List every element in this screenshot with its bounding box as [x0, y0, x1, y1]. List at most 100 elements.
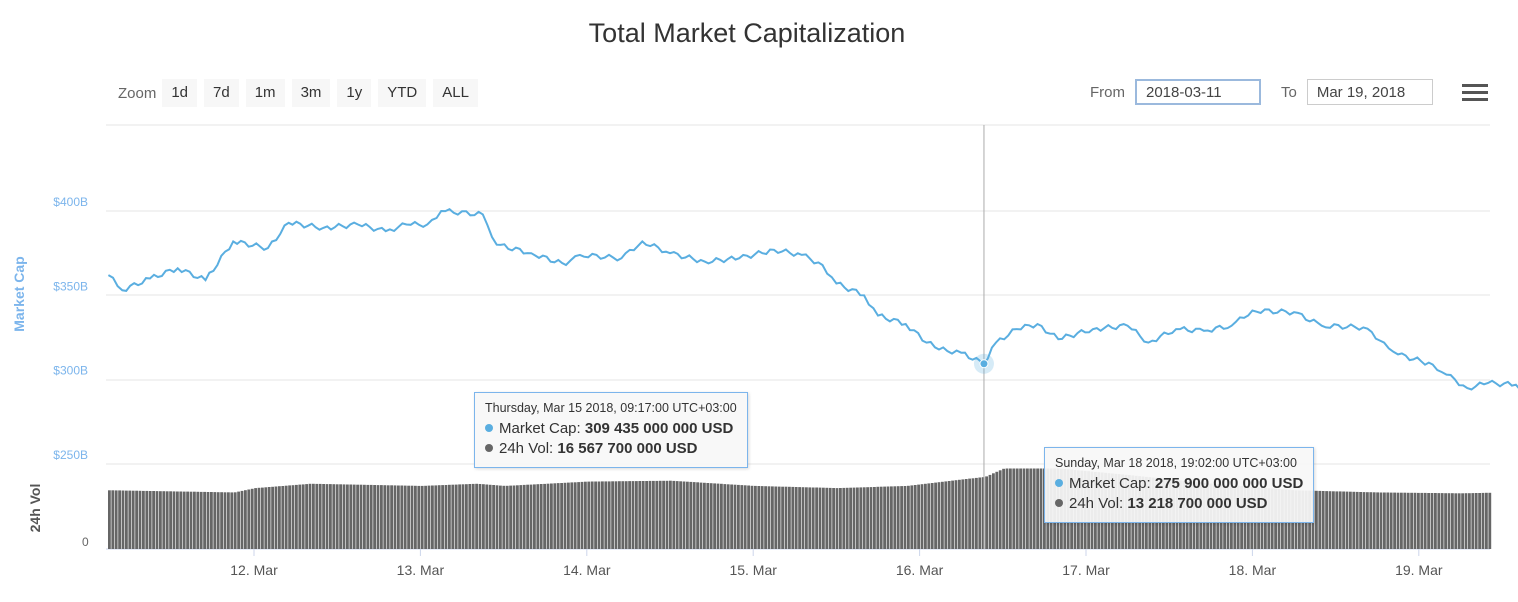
volume-bar — [1434, 493, 1437, 549]
volume-bar — [369, 484, 373, 549]
volume-bar — [604, 481, 608, 549]
volume-bar — [1454, 493, 1458, 549]
volume-bar — [193, 491, 196, 549]
volume-bar — [798, 487, 801, 549]
volume-bar — [165, 491, 169, 549]
volume-bar — [284, 485, 288, 549]
volume-bar — [1026, 468, 1029, 549]
hamburger-menu-icon[interactable] — [1462, 84, 1488, 104]
zoom-all-button[interactable]: ALL — [433, 79, 478, 107]
volume-bar — [784, 486, 788, 549]
volume-bar — [1406, 492, 1410, 549]
volume-bar — [131, 490, 135, 549]
volume-bar — [420, 485, 424, 549]
volume-bar — [356, 484, 359, 549]
volume-bar — [879, 486, 883, 549]
volume-bar — [308, 483, 312, 549]
volume-bar — [1423, 492, 1427, 549]
volume-bar — [924, 483, 927, 549]
volume-bar — [590, 481, 594, 549]
volume-bar — [876, 486, 880, 549]
volume-bar — [580, 481, 584, 549]
volume-bar — [1022, 468, 1026, 549]
volume-bar — [465, 484, 468, 549]
volume-bar — [573, 482, 577, 549]
volume-bar — [315, 483, 319, 549]
volume-bar — [896, 486, 900, 549]
volume-bar — [607, 481, 611, 549]
volume-bar — [288, 485, 291, 549]
volume-bar — [723, 484, 727, 549]
volume-bar — [274, 486, 278, 549]
volume-bar — [1002, 468, 1005, 549]
volume-bar — [203, 491, 206, 549]
volume-bar — [257, 487, 261, 549]
volume-bar — [553, 483, 557, 549]
x-axis-ticks: 12. Mar 13. Mar 14. Mar 15. Mar 16. Mar 17. M… — [230, 549, 1443, 578]
zoom-1m-button[interactable]: 1m — [245, 79, 285, 107]
tooltip-market-cap-label: Market Cap: — [499, 420, 581, 437]
volume-bar — [1437, 493, 1441, 549]
volume-bar — [482, 484, 485, 549]
volume-bar — [587, 481, 591, 549]
volume-bar — [665, 480, 669, 549]
volume-bar — [944, 481, 948, 549]
volume-bar — [964, 479, 968, 549]
volume-bar — [873, 487, 876, 549]
volume-bar — [237, 491, 240, 549]
volume-bar — [291, 485, 295, 549]
zoom-3m-button[interactable]: 3m — [291, 79, 331, 107]
volume-bar — [1478, 493, 1481, 549]
volume-bar — [689, 481, 693, 549]
volume-bar — [278, 486, 281, 549]
volume-bar — [805, 487, 808, 549]
tooltip-market-cap-value: 275 900 000 000 USD — [1154, 475, 1304, 492]
volume-bar — [536, 484, 540, 549]
volume-bar — [930, 483, 934, 549]
volume-bar — [699, 482, 703, 549]
volume-bar — [760, 486, 764, 549]
zoom-7d-button[interactable]: 7d — [204, 79, 239, 107]
volume-bar — [298, 484, 302, 549]
volume-bar — [1440, 493, 1444, 549]
volume-bar — [213, 492, 217, 549]
volume-bar — [750, 485, 754, 549]
volume-bar — [135, 490, 138, 549]
volume-bar — [169, 491, 172, 549]
zoom-1y-button[interactable]: 1y — [337, 79, 372, 107]
volume-bar — [471, 483, 475, 549]
zoom-ytd-button[interactable]: YTD — [378, 79, 427, 107]
volume-bar — [686, 481, 689, 549]
volume-bar — [988, 474, 992, 549]
x-tick-label: 15. Mar — [729, 562, 777, 578]
volume-bar — [968, 478, 971, 549]
volume-bar — [920, 484, 924, 549]
volume-bar — [434, 485, 438, 549]
volume-bar — [1461, 493, 1464, 549]
volume-bar — [934, 482, 937, 549]
volume-bar — [791, 486, 795, 549]
to-date-input[interactable] — [1306, 79, 1433, 105]
volume-bar — [543, 483, 546, 549]
volume-bar — [244, 490, 247, 549]
volume-bar — [380, 485, 383, 549]
volume-bar — [254, 488, 257, 549]
y-tick-label: $350B — [53, 279, 88, 293]
volume-bar — [910, 485, 914, 549]
volume-bar — [658, 480, 662, 549]
tooltip-volume-value: 16 567 700 000 USD — [557, 440, 698, 457]
volume-bar — [1349, 491, 1352, 549]
volume-bar — [461, 484, 465, 549]
volume-bar — [754, 485, 757, 549]
zoom-label: Zoom — [118, 84, 157, 102]
from-date-input[interactable] — [1135, 79, 1261, 105]
tooltip-volume-label: 24h Vol: — [1069, 495, 1124, 512]
zoom-1d-button[interactable]: 1d — [162, 79, 198, 107]
volume-bar — [1019, 468, 1022, 549]
volume-bar — [648, 480, 652, 549]
volume-bar — [148, 491, 152, 549]
volume-bar — [767, 486, 771, 549]
volume-bar — [519, 485, 523, 549]
volume-bar — [393, 485, 397, 549]
volume-bar — [903, 486, 907, 549]
